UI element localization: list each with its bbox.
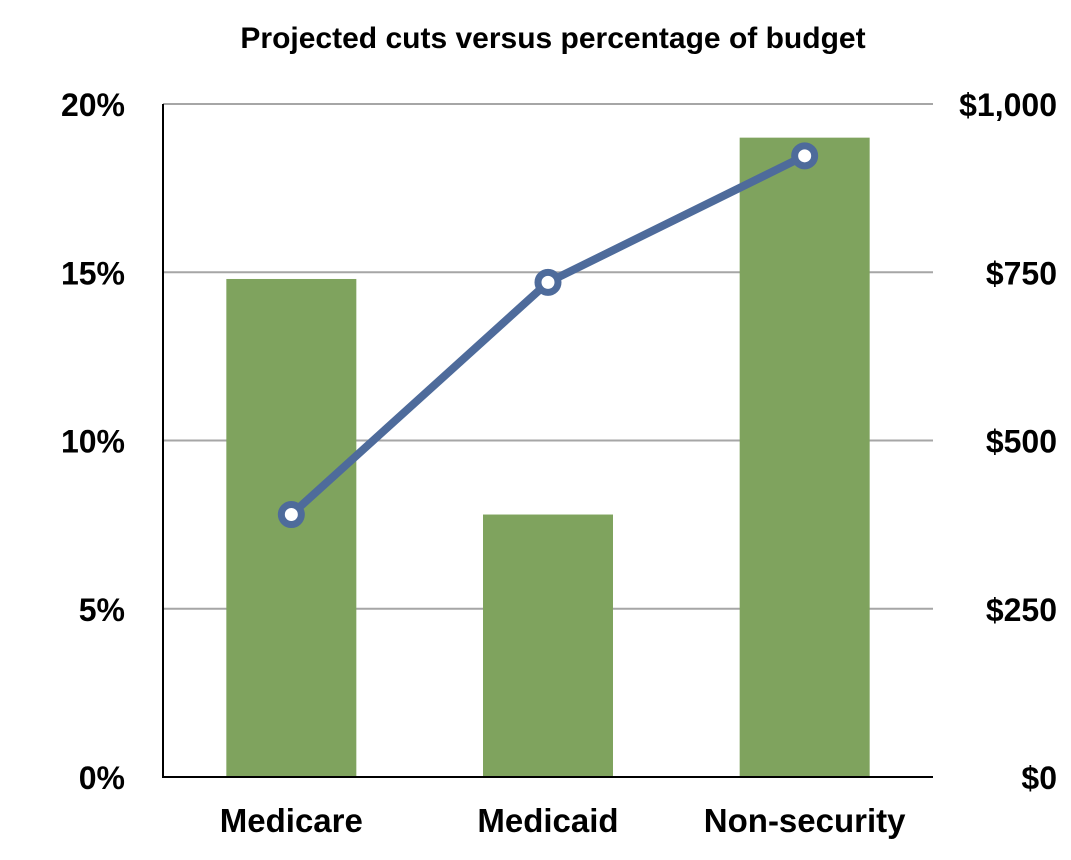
right-axis-ticks: $0 $250 $500 $750 $1,000 <box>959 87 1057 796</box>
left-tick-label: 10% <box>61 424 125 460</box>
left-tick-label: 20% <box>61 87 125 123</box>
right-tick-label: $1,000 <box>959 87 1057 123</box>
right-tick-label: $750 <box>986 255 1057 291</box>
right-tick-label: $250 <box>986 592 1057 628</box>
category-label: Non-security <box>704 802 906 839</box>
left-tick-label: 15% <box>61 255 125 291</box>
line-point-non-security <box>791 142 819 170</box>
bars <box>226 137 870 777</box>
right-tick-label: $500 <box>986 424 1057 460</box>
line-point-medicare <box>277 501 305 529</box>
category-label: Medicaid <box>477 802 618 839</box>
bar-non-security <box>739 137 870 777</box>
axes <box>162 104 933 778</box>
bar-medicaid <box>483 514 613 777</box>
line-series <box>277 142 819 529</box>
category-label: Medicare <box>220 802 363 839</box>
left-tick-label: 0% <box>79 760 125 796</box>
left-axis-ticks: 0% 5% 10% 15% 20% <box>61 87 125 796</box>
line-point-medicaid <box>534 268 562 296</box>
left-tick-label: 5% <box>79 592 125 628</box>
chart-title: Projected cuts versus percentage of budg… <box>240 22 865 55</box>
line-path <box>288 152 807 518</box>
right-tick-label: $0 <box>1021 760 1057 796</box>
category-labels: Medicare Medicaid Non-security <box>220 802 906 839</box>
